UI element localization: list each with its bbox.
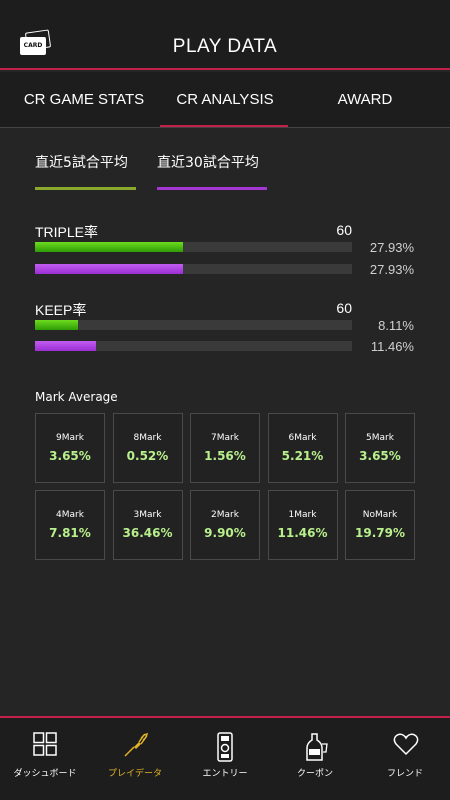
- mark-cell-label: 9Mark: [56, 433, 84, 443]
- active-tab-indicator: [160, 125, 288, 127]
- mark-cell-3mark: 3Mark 36.46%: [112, 490, 183, 560]
- nav-label: プレイデータ: [107, 769, 162, 779]
- triple-rate-label: TRIPLE率: [35, 224, 99, 240]
- keep-recent5-track: [35, 320, 352, 330]
- dart-icon: [124, 732, 149, 757]
- mark-cell-4mark: 4Mark 7.81%: [35, 490, 105, 560]
- period-legend-recent5: 直近5試合平均: [35, 155, 128, 171]
- mark-cell-8mark: 8Mark 0.52%: [112, 413, 183, 483]
- mark-cell-value: 19.79%: [355, 526, 405, 540]
- mark-cell-label: NoMark: [362, 510, 398, 520]
- mark-cell-value: 36.46%: [122, 526, 173, 540]
- nav-label: エントリー: [202, 769, 248, 779]
- mark-cell-nomark: NoMark 19.79%: [345, 490, 415, 560]
- tab-bar: CR GAME STATS CR ANALYSIS AWARD: [0, 72, 450, 128]
- tab-cr-game-stats[interactable]: CR GAME STATS: [23, 91, 145, 108]
- mark-cell-label: 3Mark: [133, 510, 162, 520]
- triple-rate-max: 60: [336, 222, 352, 238]
- app-header: CARD PLAY DATA: [0, 0, 450, 70]
- card-icon-front: CARD: [20, 37, 46, 55]
- triple-recent5-track: [35, 242, 352, 252]
- card-icon[interactable]: CARD: [20, 29, 52, 55]
- keep-recent30-fill: [35, 341, 96, 351]
- grid-icon: [33, 732, 57, 756]
- mark-cell-value: 1.56%: [204, 449, 246, 463]
- mark-cell-label: 5Mark: [366, 433, 394, 443]
- nav-dashboard[interactable]: ダッシュボード: [0, 718, 90, 800]
- mark-cell-value: 3.65%: [359, 449, 401, 463]
- mark-cell-6mark: 6Mark 5.21%: [267, 413, 338, 483]
- bottom-nav: ダッシュボード プレイデータ エントリー クーポン フレンド: [0, 716, 450, 800]
- mark-cell-value: 5.21%: [281, 449, 324, 463]
- triple-recent5-fill: [35, 242, 183, 252]
- nav-label: ダッシュボード: [13, 769, 77, 779]
- period-legend-recent30-bar: [157, 187, 267, 190]
- period-legend-recent30: 直近30試合平均: [157, 155, 259, 171]
- mark-cell-value: 0.52%: [126, 449, 169, 463]
- keep-rate-max: 60: [336, 300, 352, 316]
- nav-play-data[interactable]: プレイデータ: [90, 718, 180, 800]
- nav-label: クーポン: [296, 769, 333, 779]
- keep-recent5-fill: [35, 320, 78, 330]
- machine-icon: [217, 732, 233, 762]
- mark-cell-label: 1Mark: [288, 510, 317, 520]
- mark-cell-value: 7.81%: [49, 526, 91, 540]
- heart-icon: [393, 733, 419, 756]
- nav-coupon[interactable]: クーポン: [270, 718, 360, 800]
- triple-recent5-value: 27.93%: [369, 240, 414, 255]
- mark-cell-value: 3.65%: [49, 449, 91, 463]
- mark-cell-5mark: 5Mark 3.65%: [345, 413, 415, 483]
- page-title: PLAY DATA: [172, 36, 278, 57]
- mark-cell-value: 11.46%: [277, 526, 328, 540]
- keep-rate-label: KEEP率: [35, 302, 87, 318]
- mark-cell-label: 8Mark: [133, 433, 162, 443]
- bottle-icon: [306, 733, 328, 761]
- mark-cell-1mark: 1Mark 11.46%: [267, 490, 338, 560]
- keep-recent30-value: 11.46%: [370, 339, 414, 354]
- mark-cell-7mark: 7Mark 1.56%: [190, 413, 260, 483]
- nav-label: フレンド: [386, 769, 423, 779]
- triple-recent30-value: 27.93%: [369, 262, 414, 277]
- keep-recent5-value: 8.11%: [378, 318, 414, 333]
- mark-average-title: Mark Average: [35, 390, 118, 404]
- tab-award[interactable]: AWARD: [337, 91, 393, 108]
- mark-cell-9mark: 9Mark 3.65%: [35, 413, 105, 483]
- keep-recent30-track: [35, 341, 352, 351]
- mark-cell-value: 9.90%: [204, 526, 246, 540]
- triple-recent30-track: [35, 264, 352, 274]
- mark-cell-2mark: 2Mark 9.90%: [190, 490, 260, 560]
- mark-cell-label: 6Mark: [288, 433, 317, 443]
- nav-entry[interactable]: エントリー: [180, 718, 270, 800]
- nav-friend[interactable]: フレンド: [360, 718, 450, 800]
- mark-cell-label: 4Mark: [56, 510, 84, 520]
- mark-cell-label: 7Mark: [211, 433, 239, 443]
- period-legend-recent5-bar: [35, 187, 136, 190]
- tab-cr-analysis[interactable]: CR ANALYSIS: [176, 91, 274, 108]
- mark-cell-label: 2Mark: [211, 510, 239, 520]
- triple-recent30-fill: [35, 264, 183, 274]
